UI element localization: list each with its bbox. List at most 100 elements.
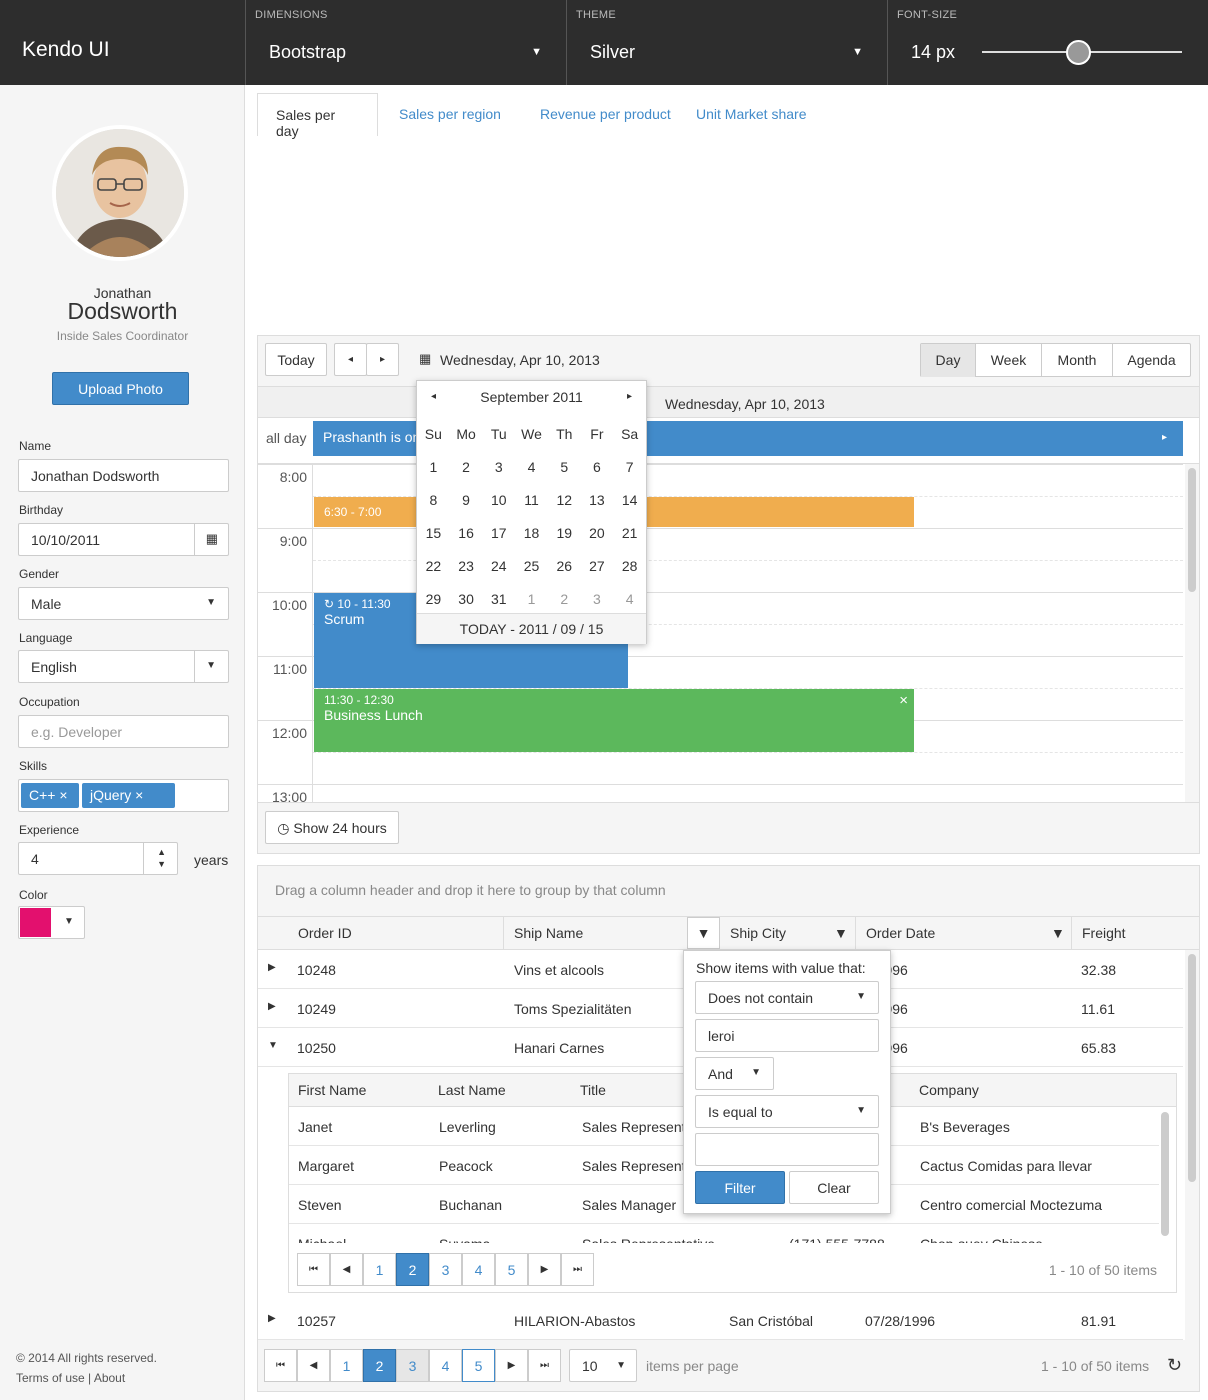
spin-arrows-icon[interactable]: ▲ ▼ (157, 847, 166, 869)
calendar-day[interactable]: 21 (621, 524, 638, 541)
skill-chip[interactable]: jQuery × (82, 783, 175, 808)
calendar-day[interactable]: 13 (589, 491, 605, 508)
upload-photo-button[interactable]: Upload Photo (52, 372, 189, 405)
list-item[interactable]: Steven Buchanan Sales Manager Centro comerc… (289, 1185, 1159, 1224)
calendar-today-link[interactable]: TODAY - 2011 / 09 / 15 (417, 613, 646, 644)
prev-arrow-icon[interactable]: ◂ (334, 343, 367, 376)
gender-dropdown[interactable]: Male ▼ (18, 587, 229, 620)
calendar-icon[interactable]: ▦ (419, 351, 432, 366)
chart-bar[interactable] (502, 272, 525, 309)
close-icon[interactable]: × (59, 787, 68, 803)
chart-bar[interactable] (1119, 294, 1142, 309)
page-button[interactable]: 2 (396, 1253, 429, 1286)
calendar-day[interactable]: 29 (425, 590, 442, 607)
chart-bar[interactable] (318, 247, 341, 309)
collapse-arrow-icon[interactable]: ▼ (268, 1040, 278, 1051)
calendar-day[interactable]: 24 (491, 557, 507, 574)
calendar-day[interactable]: 5 (560, 458, 569, 475)
chart-bar[interactable] (677, 161, 700, 309)
calendar-day[interactable]: 12 (556, 491, 573, 508)
filter-icon[interactable]: ▼ (834, 925, 848, 941)
subcolumn-last-name[interactable]: Last Name (438, 1082, 506, 1098)
chart-bar[interactable] (806, 161, 829, 309)
page-button[interactable]: 5 (495, 1253, 528, 1286)
event-business-lunch[interactable]: 11:30 - 12:30 Business Lunch × (314, 689, 914, 752)
theme-dropdown[interactable]: THEME Silver ▼ (566, 0, 887, 85)
chart-bar[interactable] (447, 213, 470, 309)
chart-bar[interactable] (291, 257, 313, 309)
view-week[interactable]: Week (976, 344, 1042, 377)
fontsize-slider-thumb[interactable] (1066, 40, 1091, 65)
first-page-icon[interactable]: ⏮ (297, 1253, 330, 1286)
filter-value-1[interactable]: leroi (695, 1019, 879, 1052)
calendar-day[interactable]: 28 (621, 557, 638, 574)
page-button[interactable]: 4 (462, 1253, 495, 1286)
calendar-day[interactable]: 26 (556, 557, 573, 574)
next-arrow-icon[interactable]: ▸ (366, 343, 399, 376)
calendar-day[interactable]: 15 (425, 524, 442, 541)
last-page-icon[interactable]: ⏭ (528, 1349, 561, 1382)
calendar-day[interactable]: 1 (527, 590, 536, 607)
calendar-day[interactable]: 9 (462, 491, 470, 508)
chart-bar[interactable] (1064, 257, 1087, 309)
last-page-icon[interactable]: ⏭ (561, 1253, 594, 1286)
next-arrow-icon[interactable]: ▸ (626, 391, 632, 402)
chart-bar[interactable] (474, 307, 497, 309)
calendar-day[interactable]: 6 (593, 458, 601, 475)
calendar-day[interactable]: 7 (625, 458, 634, 475)
expand-arrow-icon[interactable]: ▶ (268, 1001, 276, 1012)
tab-unit-market-share[interactable]: Unit Market share (696, 106, 807, 122)
page-button[interactable]: 1 (363, 1253, 396, 1286)
calendar-day[interactable]: 23 (458, 557, 474, 574)
chart-bar[interactable] (548, 208, 571, 309)
dimensions-dropdown[interactable]: DIMENSIONS Bootstrap ▼ (245, 0, 566, 85)
color-picker[interactable]: ▼ (18, 906, 85, 939)
chart-bar[interactable] (935, 182, 958, 309)
chart-bar[interactable] (419, 205, 442, 309)
chart-bar[interactable] (1146, 290, 1169, 309)
column-header-order-date[interactable]: Order Date (856, 917, 1072, 949)
calendar-day[interactable]: 19 (556, 524, 573, 541)
calendar-day[interactable]: 2 (462, 458, 470, 475)
calendar-day[interactable]: 11 (524, 491, 539, 508)
prev-page-icon[interactable]: ◀ (297, 1349, 330, 1382)
tab-revenue-per-product[interactable]: Revenue per product (540, 106, 671, 122)
close-icon[interactable]: × (899, 692, 908, 709)
calendar-day[interactable]: 4 (625, 590, 634, 607)
language-combobox[interactable]: English ▼ (18, 650, 229, 683)
chart-bar[interactable] (990, 265, 1013, 309)
expand-arrow-icon[interactable]: ▶ (268, 962, 276, 973)
close-icon[interactable]: × (135, 787, 144, 803)
chart-bar[interactable] (631, 257, 654, 309)
calendar-day[interactable]: 1 (429, 458, 438, 475)
today-button[interactable]: Today (265, 343, 327, 376)
view-month[interactable]: Month (1042, 344, 1113, 377)
column-header-ship-city[interactable]: Ship City (720, 917, 856, 949)
calendar-day[interactable]: 27 (589, 557, 605, 574)
list-item[interactable]: Michael Suyama Sales Representative Chop-su… (289, 1224, 1159, 1243)
page-button[interactable]: 4 (429, 1349, 462, 1382)
view-day[interactable]: Day (921, 344, 976, 377)
calendar-day[interactable]: 31 (491, 590, 507, 607)
calendar-day[interactable]: 14 (621, 491, 638, 508)
subcolumn-title[interactable]: Title (580, 1082, 606, 1098)
chart-bar[interactable] (705, 226, 728, 309)
calendar-day[interactable]: 10 (491, 491, 507, 508)
calendar-day[interactable]: 3 (494, 458, 503, 475)
calendar-day[interactable]: 8 (429, 491, 438, 508)
scheduler-date[interactable]: Wednesday, Apr 10, 2013 (440, 352, 600, 368)
chart-bar[interactable] (760, 263, 783, 309)
calendar-day[interactable]: 17 (491, 524, 507, 541)
chart-bar[interactable] (861, 261, 884, 309)
calendar-day[interactable]: 25 (523, 557, 540, 574)
calendar-day[interactable]: 20 (589, 524, 605, 541)
tab-sales-per-region[interactable]: Sales per region (399, 106, 501, 122)
next-page-icon[interactable]: ▶ (495, 1349, 528, 1382)
calendar-day[interactable]: 3 (593, 590, 601, 607)
chart-bar[interactable] (1091, 239, 1114, 309)
calendar-day[interactable]: 22 (425, 557, 442, 574)
page-button[interactable]: 5 (462, 1349, 495, 1382)
calendar-day[interactable]: 16 (458, 524, 474, 541)
scrollbar[interactable] (1185, 464, 1199, 802)
column-header-order-id[interactable]: Order ID (288, 917, 504, 949)
